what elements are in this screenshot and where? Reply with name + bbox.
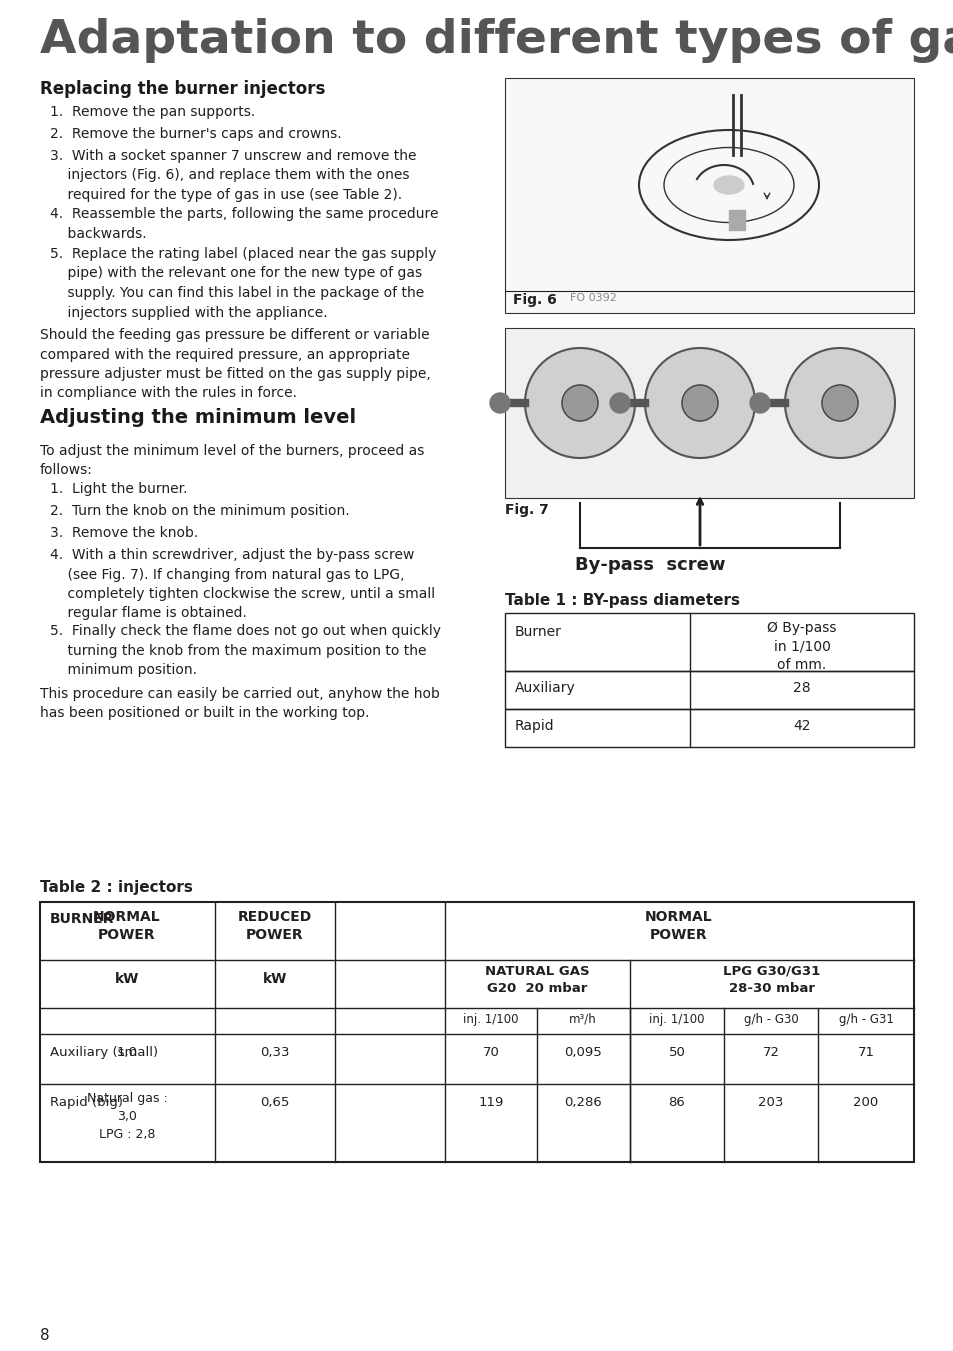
Text: Auxiliary: Auxiliary (515, 681, 576, 694)
Text: 1.  Remove the pan supports.: 1. Remove the pan supports. (50, 105, 255, 119)
Circle shape (821, 385, 857, 422)
Text: 50: 50 (668, 1046, 684, 1059)
Text: 42: 42 (792, 719, 810, 734)
Circle shape (524, 349, 635, 458)
Text: 86: 86 (668, 1096, 684, 1109)
Text: 1.  Light the burner.: 1. Light the burner. (50, 482, 188, 496)
Text: 2.  Turn the knob on the minimum position.: 2. Turn the knob on the minimum position… (50, 504, 349, 517)
Text: 2.  Remove the burner's caps and crowns.: 2. Remove the burner's caps and crowns. (50, 127, 341, 141)
Text: kW: kW (114, 971, 139, 986)
Text: 200: 200 (853, 1096, 878, 1109)
Text: NATURAL GAS
G20  20 mbar: NATURAL GAS G20 20 mbar (484, 965, 589, 994)
Bar (504, 613, 913, 671)
Circle shape (609, 393, 629, 413)
Text: 203: 203 (758, 1096, 782, 1109)
Text: 4.  Reassemble the parts, following the same procedure
    backwards.: 4. Reassemble the parts, following the s… (50, 207, 438, 240)
Text: Should the feeding gas pressure be different or variable
compared with the requi: Should the feeding gas pressure be diffe… (40, 328, 431, 400)
Text: g/h - G31: g/h - G31 (838, 1013, 893, 1025)
Text: 0,286: 0,286 (563, 1096, 601, 1109)
Circle shape (681, 385, 718, 422)
Polygon shape (728, 209, 744, 230)
Text: LPG G30/G31
28-30 mbar: LPG G30/G31 28-30 mbar (722, 965, 820, 994)
Text: Burner: Burner (515, 626, 561, 639)
Text: 72: 72 (761, 1046, 779, 1059)
Text: This procedure can easily be carried out, anyhow the hob
has been positioned or : This procedure can easily be carried out… (40, 688, 439, 720)
Bar (40, 902, 913, 1162)
Text: 1,0: 1,0 (116, 1046, 137, 1059)
Text: g/h - G30: g/h - G30 (742, 1013, 798, 1025)
Text: 119: 119 (477, 1096, 503, 1109)
Text: Natural gas :
3,0
LPG : 2,8: Natural gas : 3,0 LPG : 2,8 (87, 1092, 167, 1142)
Text: Fig. 7: Fig. 7 (504, 503, 548, 517)
Text: REDUCED
POWER: REDUCED POWER (237, 911, 312, 943)
Circle shape (561, 385, 598, 422)
Text: m³/h: m³/h (569, 1013, 597, 1025)
Text: Adaptation to different types of gas: Adaptation to different types of gas (40, 18, 953, 63)
Text: 0,33: 0,33 (260, 1046, 290, 1059)
Text: Auxiliary (small): Auxiliary (small) (50, 1046, 158, 1059)
Text: inj. 1/100: inj. 1/100 (463, 1013, 518, 1025)
Text: 4.  With a thin screwdriver, adjust the by-pass screw
    (see Fig. 7). If chang: 4. With a thin screwdriver, adjust the b… (50, 549, 435, 620)
Text: Replacing the burner injectors: Replacing the burner injectors (40, 80, 325, 99)
Ellipse shape (713, 176, 743, 195)
Text: 3.  Remove the knob.: 3. Remove the knob. (50, 526, 198, 540)
Text: 28: 28 (792, 681, 810, 694)
Text: To adjust the minimum level of the burners, proceed as
follows:: To adjust the minimum level of the burne… (40, 444, 424, 477)
Bar (504, 671, 913, 709)
Text: Table 1 : BY-pass diameters: Table 1 : BY-pass diameters (504, 593, 740, 608)
Text: BURNER: BURNER (50, 912, 114, 925)
Text: Ø By-pass
in 1/100
of mm.: Ø By-pass in 1/100 of mm. (766, 621, 836, 671)
Text: 0,65: 0,65 (260, 1096, 290, 1109)
Text: FO 0392: FO 0392 (569, 293, 617, 303)
Text: 0,095: 0,095 (563, 1046, 601, 1059)
Text: By-pass  screw: By-pass screw (575, 557, 724, 574)
Text: Rapid: Rapid (515, 719, 554, 734)
Circle shape (784, 349, 894, 458)
Text: 8: 8 (40, 1328, 50, 1343)
Text: kW: kW (262, 971, 287, 986)
Text: inj. 1/100: inj. 1/100 (649, 1013, 704, 1025)
Text: Rapid (big): Rapid (big) (50, 1096, 123, 1109)
Bar (504, 709, 913, 747)
Bar (504, 78, 913, 313)
Text: 71: 71 (857, 1046, 874, 1059)
Text: Table 2 : injectors: Table 2 : injectors (40, 880, 193, 894)
Text: 5.  Replace the rating label (placed near the gas supply
    pipe) with the rele: 5. Replace the rating label (placed near… (50, 247, 436, 319)
Text: NORMAL
POWER: NORMAL POWER (93, 911, 161, 943)
Circle shape (490, 393, 510, 413)
Text: 70: 70 (482, 1046, 499, 1059)
Text: NORMAL
POWER: NORMAL POWER (644, 911, 712, 943)
Circle shape (749, 393, 769, 413)
Text: 5.  Finally check the flame does not go out when quickly
    turning the knob fr: 5. Finally check the flame does not go o… (50, 624, 440, 677)
Bar (504, 328, 913, 499)
Text: Adjusting the minimum level: Adjusting the minimum level (40, 408, 355, 427)
Circle shape (644, 349, 754, 458)
Text: Fig. 6: Fig. 6 (513, 293, 557, 307)
Text: 3.  With a socket spanner 7 unscrew and remove the
    injectors (Fig. 6), and r: 3. With a socket spanner 7 unscrew and r… (50, 149, 416, 203)
